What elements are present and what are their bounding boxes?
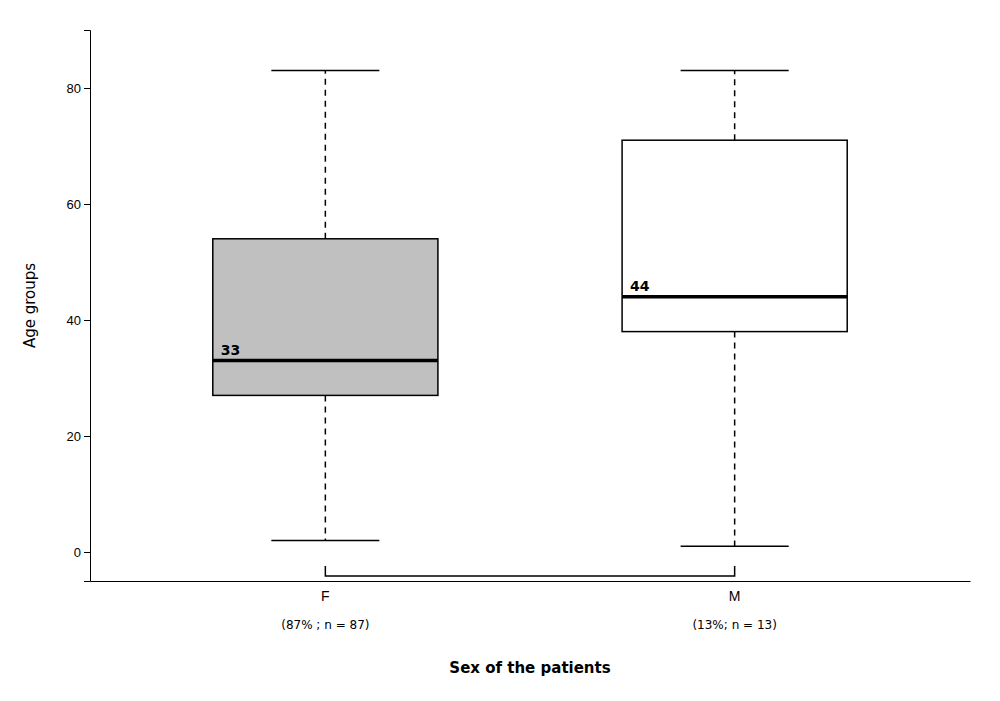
y-tick-label: 40 <box>67 313 81 328</box>
whisker-high <box>734 71 736 141</box>
box <box>622 140 847 331</box>
median-label: 44 <box>630 278 650 294</box>
y-tick: 40 <box>67 313 90 328</box>
whisker-cap-high <box>271 70 379 72</box>
x-axis-line <box>91 581 971 582</box>
plot-area: 020406080FM(87% ; n = 87)(13%; n = 13)Ag… <box>21 31 971 678</box>
chart-svg: 020406080FM(87% ; n = 87)(13%; n = 13)Ag… <box>0 0 1000 701</box>
x-tick: M <box>729 588 741 604</box>
whisker-high <box>325 71 327 239</box>
whisker-low <box>325 395 327 540</box>
y-tick: 0 <box>74 545 90 560</box>
x-tick-label: M <box>729 588 741 604</box>
category-sublabel: (87% ; n = 87) <box>281 618 369 632</box>
data-labels: 33 44 <box>221 278 650 358</box>
group-bracket <box>325 566 734 576</box>
y-tick-label: 80 <box>67 81 81 96</box>
y-tick: 60 <box>67 197 90 212</box>
x-tick: F <box>321 588 330 604</box>
y-tick-mark <box>84 436 90 437</box>
y-tick: 80 <box>67 81 90 96</box>
whisker-cap-low <box>271 540 379 542</box>
marks <box>213 71 847 547</box>
y-tick: 20 <box>67 429 90 444</box>
whisker-cap-high <box>681 70 789 72</box>
whisker-low <box>734 332 736 547</box>
x-axis: FM <box>91 582 971 604</box>
y-tick-mark <box>84 320 90 321</box>
x-tick-label: F <box>321 588 330 604</box>
median-line <box>622 295 847 299</box>
median-line <box>213 359 438 363</box>
chart-container: 020406080FM(87% ; n = 87)(13%; n = 13)Ag… <box>0 0 1000 701</box>
y-tick-mark <box>84 552 90 553</box>
category-sublabel: (13%; n = 13) <box>692 618 776 632</box>
y-tick-mark <box>84 204 90 205</box>
y-axis-title: Age groups <box>21 263 39 348</box>
median-label: 33 <box>221 342 240 358</box>
whisker-cap-low <box>681 545 789 547</box>
y-tick-label: 0 <box>74 545 81 560</box>
y-tick-mark <box>84 88 90 89</box>
y-axis-line <box>84 31 91 582</box>
x-axis-title: Sex of the patients <box>449 659 610 677</box>
y-tick-label: 20 <box>67 429 81 444</box>
y-axis: 0 20 40 60 80 <box>67 31 91 582</box>
y-tick-label: 60 <box>67 197 81 212</box>
box <box>213 239 438 396</box>
